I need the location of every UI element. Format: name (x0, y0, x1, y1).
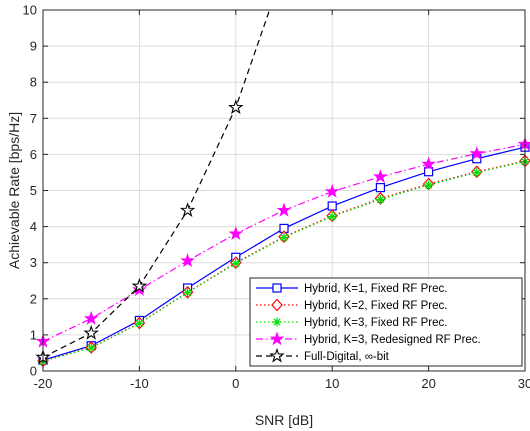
legend-label: Full-Digital, ∞-bit (304, 351, 390, 363)
asterisk-marker (86, 343, 96, 353)
star-marker (276, 202, 292, 217)
asterisk-stroke (280, 233, 288, 242)
square-marker (327, 201, 337, 211)
square-marker (424, 167, 434, 177)
star-marker (228, 226, 244, 241)
asterisk-marker (231, 258, 241, 268)
star-marker (324, 183, 340, 198)
asterisk-stroke (328, 212, 336, 221)
asterisk-marker (375, 195, 385, 205)
legend-entry: Hybrid, K=1, Fixed RF Prec. (256, 283, 447, 295)
pentagram-marker (269, 347, 285, 363)
star-marker (269, 331, 285, 346)
legend-label: Hybrid, K=3, Redesigned RF Prec. (304, 334, 481, 346)
legend-label: Hybrid, K=1, Fixed RF Prec. (304, 283, 447, 295)
y-tick-label: 3 (30, 255, 37, 270)
star-marker (469, 146, 485, 160)
x-tick-label: 20 (421, 376, 435, 391)
asterisk-stroke (424, 181, 433, 189)
asterisk-marker (279, 232, 289, 242)
pentagram-marker (131, 277, 148, 293)
series-line (43, 143, 525, 342)
y-tick-label: 1 (30, 327, 37, 342)
axis-ticks: -20 -10 0 10 20 30 0 1 2 3 4 5 6 7 8 9 10 (23, 3, 530, 392)
y-tick-label: 5 (30, 183, 37, 198)
legend-entry: Hybrid, K=2, Fixed RF Prec. (256, 298, 447, 312)
series-group (35, 136, 530, 348)
y-tick-label: 6 (30, 147, 37, 162)
star-marker (373, 169, 388, 183)
x-tick-label: 10 (325, 376, 339, 391)
legend-entry: Hybrid, K=3, Redesigned RF Prec. (256, 331, 481, 346)
x-tick-label: 0 (232, 376, 239, 391)
pentagram-marker (228, 99, 244, 115)
asterisk-marker (272, 317, 282, 327)
star-marker (180, 253, 195, 268)
asterisk-marker (183, 288, 193, 298)
asterisk-stroke (273, 318, 281, 326)
asterisk-stroke (232, 259, 240, 268)
diamond-marker (271, 298, 283, 312)
legend-entry: Hybrid, K=3, Fixed RF Prec. (256, 317, 447, 329)
y-tick-label: 8 (30, 75, 37, 90)
asterisk-marker (327, 211, 337, 221)
x-tick-label: -10 (130, 376, 149, 391)
asterisk-stroke (87, 344, 95, 352)
legend-label: Hybrid, K=3, Fixed RF Prec. (304, 317, 447, 329)
y-tick-label: 9 (30, 39, 37, 54)
asterisk-marker (472, 167, 482, 177)
asterisk-stroke (183, 289, 192, 297)
x-tick-label: -20 (34, 376, 53, 391)
star-marker (83, 310, 99, 325)
square-marker (272, 283, 282, 293)
star-marker (421, 156, 436, 171)
square-marker (375, 183, 385, 193)
pentagram-marker (83, 324, 99, 340)
legend-box (249, 277, 523, 367)
series-line (43, 10, 271, 358)
pentagram-marker (179, 202, 196, 217)
asterisk-marker (424, 180, 434, 190)
legend-label: Hybrid, K=2, Fixed RF Prec. (304, 300, 447, 312)
legend: Hybrid, K=1, Fixed RF Prec. Hybrid, K=2, … (249, 277, 523, 367)
asterisk-stroke (135, 319, 144, 327)
y-tick-label: 2 (30, 291, 37, 306)
y-tick-label: 10 (23, 3, 37, 18)
x-tick-label: 30 (518, 376, 530, 391)
x-axis-label: SNR [dB] (255, 412, 313, 428)
y-tick-label: 0 (30, 364, 37, 379)
asterisk-stroke (473, 168, 481, 177)
y-tick-label: 7 (30, 111, 37, 126)
y-tick-label: 4 (30, 219, 37, 234)
asterisk-marker (134, 318, 144, 328)
asterisk-stroke (376, 195, 385, 204)
legend-entry: Full-Digital, ∞-bit (256, 347, 390, 363)
y-axis-label: Achievable Rate [bps/Hz] (6, 112, 22, 269)
